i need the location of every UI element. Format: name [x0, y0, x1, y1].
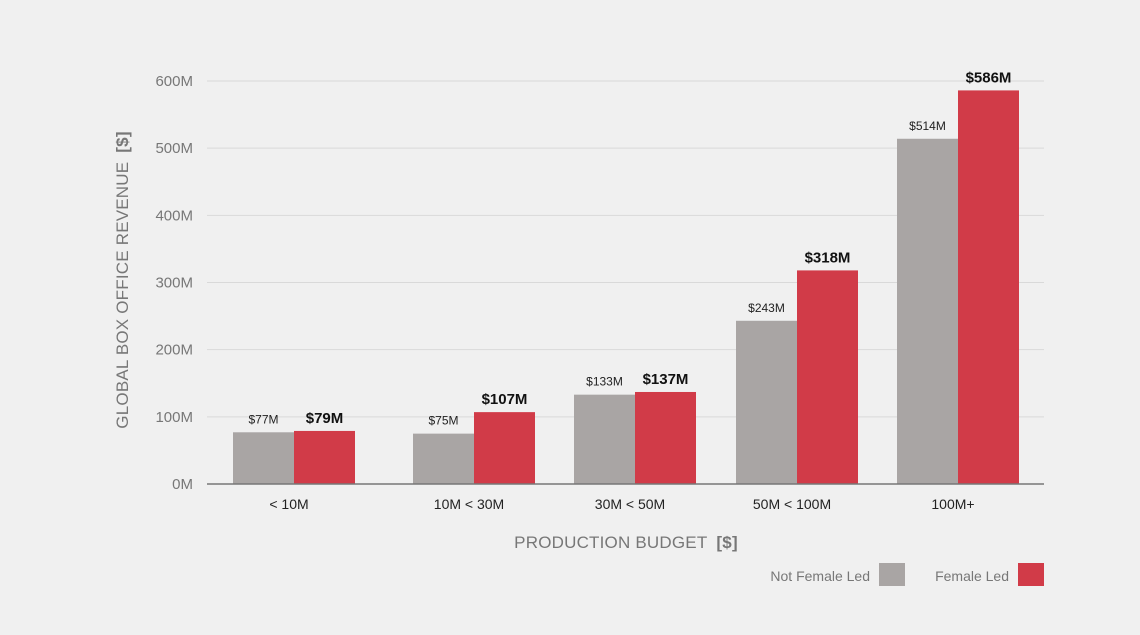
bar-not-female-led [574, 394, 635, 484]
x-tick-label: 10M < 30M [434, 496, 504, 512]
data-label-female-led: $586M [966, 69, 1012, 86]
data-label-female-led: $137M [643, 371, 689, 388]
data-labels: $77M $79M $75M $107M $133M $137M $243M $318M $51… [248, 69, 1011, 427]
data-label-not-female-led: $133M [586, 375, 623, 389]
legend-swatch-not-female-led [879, 563, 905, 586]
y-tick-label: 200M [155, 342, 193, 359]
data-label-not-female-led: $514M [909, 119, 946, 133]
legend-swatch-female-led [1018, 563, 1044, 586]
y-tick-label: 600M [155, 73, 193, 90]
y-tick-label: 0M [172, 476, 193, 493]
x-tick-label: < 10M [269, 496, 308, 512]
bar-not-female-led [897, 138, 958, 484]
y-tick-label: 500M [155, 140, 193, 157]
data-label-not-female-led: $77M [248, 412, 278, 426]
y-tick-label: 100M [155, 409, 193, 426]
bar-female-led [294, 430, 355, 484]
x-axis-title: PRODUCTION BUDGET [$] [514, 533, 738, 552]
x-axis-title-unit: [$] [716, 533, 737, 552]
legend-label-female-led: Female Led [935, 568, 1009, 584]
x-axis-ticks: < 10M 10M < 30M 30M < 50M 50M < 100M 100M+ [269, 496, 974, 512]
y-axis-ticks: 0M 100M 200M 300M 400M 500M 600M [155, 73, 193, 493]
bar-not-female-led [233, 432, 294, 484]
bars [233, 90, 1019, 485]
data-label-not-female-led: $243M [748, 301, 785, 315]
bar-female-led [797, 270, 858, 484]
legend: Not Female Led Female Led [770, 563, 1044, 586]
x-tick-label: 100M+ [931, 496, 974, 512]
bar-not-female-led [736, 320, 797, 484]
y-tick-label: 400M [155, 207, 193, 224]
data-label-not-female-led: $75M [428, 414, 458, 428]
bar-female-led [635, 391, 696, 484]
data-label-female-led: $107M [482, 391, 528, 408]
legend-label-not-female-led: Not Female Led [770, 568, 870, 584]
y-axis-title: GLOBAL BOX OFFICE REVENUE [$] [113, 131, 132, 428]
data-label-female-led: $79M [306, 410, 344, 427]
bar-female-led [474, 412, 535, 484]
bar-female-led [958, 90, 1019, 485]
x-tick-label: 50M < 100M [753, 496, 831, 512]
y-tick-label: 300M [155, 275, 193, 292]
data-label-female-led: $318M [805, 249, 851, 266]
bar-not-female-led [413, 433, 474, 484]
x-tick-label: 30M < 50M [595, 496, 665, 512]
y-axis-title-unit: [$] [113, 131, 132, 152]
y-axis-title-text: GLOBAL BOX OFFICE REVENUE [113, 162, 132, 429]
x-axis-title-text: PRODUCTION BUDGET [514, 533, 707, 552]
